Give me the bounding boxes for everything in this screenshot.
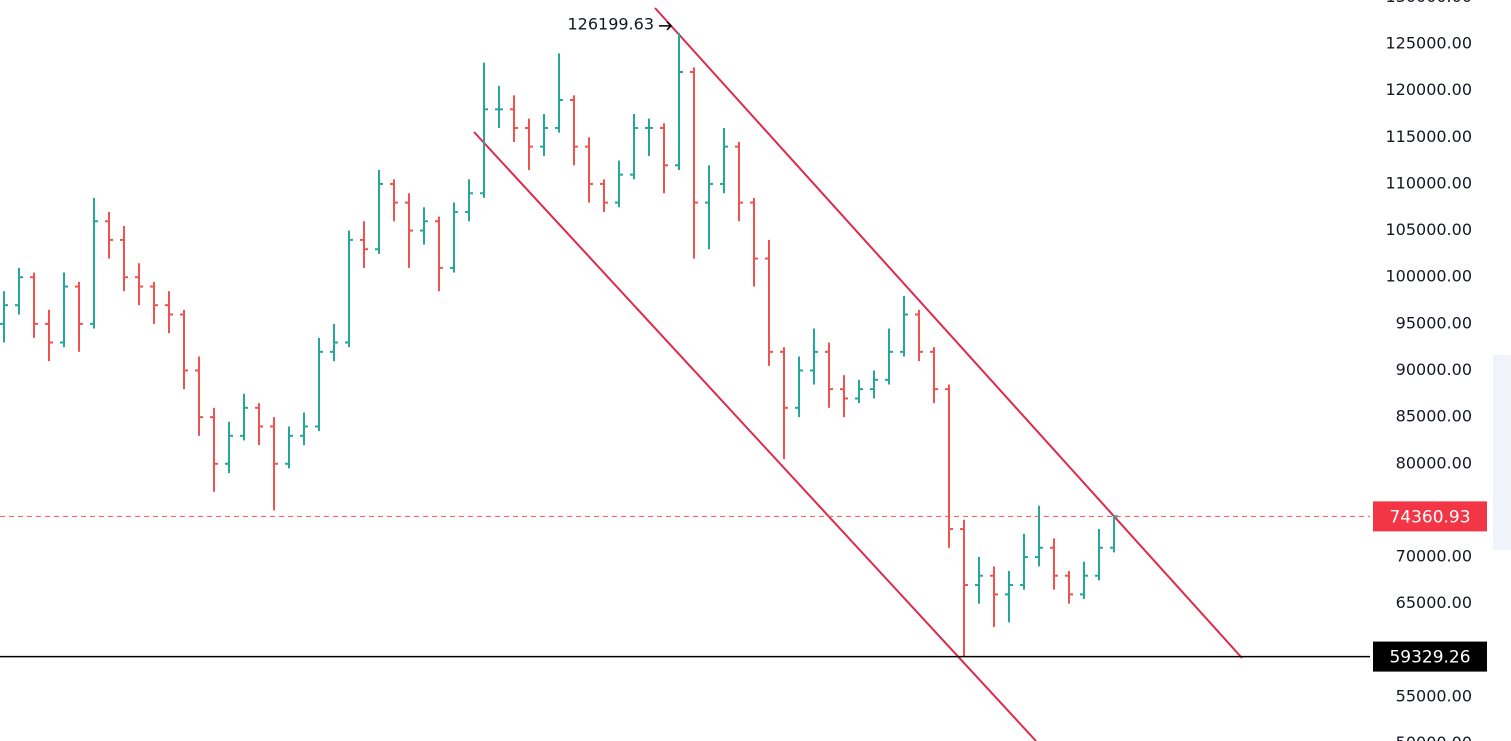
last-price-label: 74360.93 xyxy=(1389,507,1470,527)
y-tick-label: 50000.00 xyxy=(1396,733,1472,741)
support-price-label: 59329.26 xyxy=(1389,648,1470,668)
high-arrow xyxy=(659,21,673,31)
y-tick-label: 125000.00 xyxy=(1385,34,1472,53)
y-tick-label: 130000.00 xyxy=(1385,0,1472,6)
y-tick-label: 65000.00 xyxy=(1396,593,1472,612)
y-tick-label: 90000.00 xyxy=(1396,360,1472,379)
y-tick-label: 95000.00 xyxy=(1396,313,1472,332)
y-tick-label: 115000.00 xyxy=(1385,127,1472,146)
support-price-box xyxy=(1373,641,1487,672)
high-annotation: 126199.63 xyxy=(567,14,654,33)
y-tick-label: 100000.00 xyxy=(1385,267,1472,286)
y-tick-label: 85000.00 xyxy=(1396,407,1472,426)
trend-line-lower xyxy=(473,131,1037,741)
y-tick-label: 105000.00 xyxy=(1385,220,1472,239)
y-tick-label: 110000.00 xyxy=(1385,173,1472,192)
y-tick-label: 80000.00 xyxy=(1396,453,1472,472)
last-price-box xyxy=(1373,501,1487,532)
y-tick-label: 70000.00 xyxy=(1396,547,1472,566)
scrollbar xyxy=(1493,355,1511,550)
y-tick-label: 120000.00 xyxy=(1385,80,1472,99)
y-tick-label: 55000.00 xyxy=(1396,686,1472,705)
trend-line-upper xyxy=(654,7,1243,659)
